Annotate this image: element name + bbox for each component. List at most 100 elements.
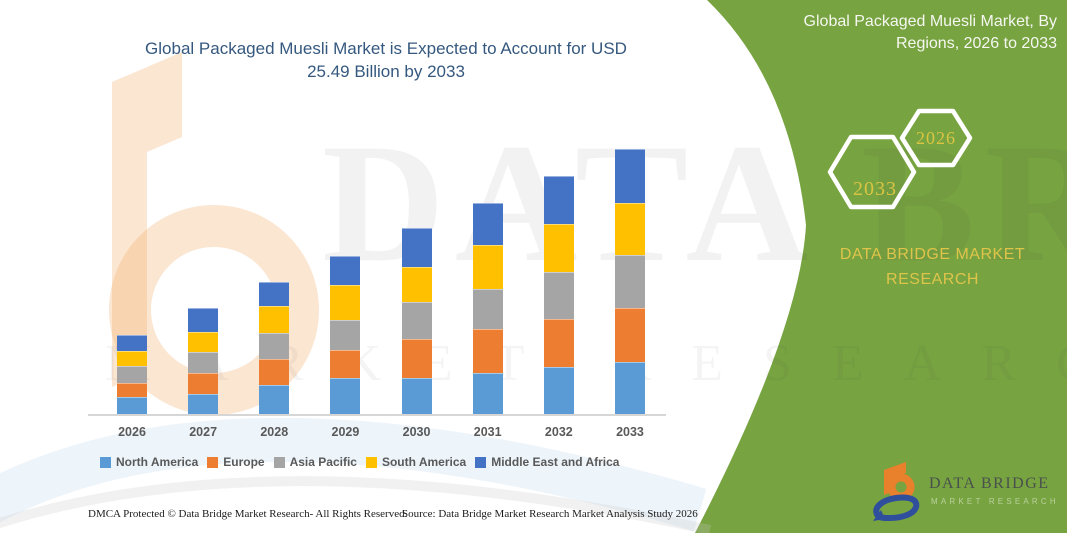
bar-segment-south-america-2026 <box>117 351 147 367</box>
bar-segment-north-america-2027 <box>188 394 219 415</box>
legend-item-europe: Europe <box>207 455 265 469</box>
bar-segment-middle-east-and-africa-2030 <box>401 228 432 267</box>
hexagon-2033-label: 2033 <box>853 178 897 200</box>
x-axis-label-2030: 2030 <box>402 425 431 439</box>
legend-swatch-south-america <box>365 456 377 468</box>
legend-swatch-north-america <box>100 456 111 468</box>
legend-item-north-america: North America <box>100 455 198 469</box>
bar-segment-north-america-2031 <box>472 372 503 415</box>
legend-item-middle-east-and-africa: Middle East and Africa <box>475 455 619 469</box>
legend-item-asia-pacific: Asia Pacific <box>273 455 357 469</box>
footer-source-text: Source: Data Bridge Market Research Mark… <box>402 508 698 520</box>
bar-segment-middle-east-and-africa-2033 <box>614 148 645 203</box>
brand-wordmark: DATA BRIDGE MARKET RESEARCH <box>810 243 1055 293</box>
footer-dmca-text: DMCA Protected © Data Bridge Market Rese… <box>88 508 408 520</box>
bar-segment-middle-east-and-africa-2026 <box>117 335 147 352</box>
bar-segment-asia-pacific-2029 <box>330 319 361 350</box>
legend-label-middle-east-and-africa: Middle East and Africa <box>491 455 620 469</box>
bar-segment-middle-east-and-africa-2029 <box>330 255 361 285</box>
x-axis-label-2032: 2032 <box>544 425 573 439</box>
bar-segment-europe-2031 <box>472 328 503 373</box>
bar-segment-asia-pacific-2030 <box>401 302 432 339</box>
brand-wordmark-line-1: DATA BRIDGE MARKET <box>839 246 1026 263</box>
chart-title: Global Packaged Muesli Market is Expecte… <box>103 37 669 84</box>
bar-segment-asia-pacific-2033 <box>614 255 645 308</box>
x-axis-label-2031: 2031 <box>473 425 502 439</box>
bar-segment-south-america-2031 <box>472 244 503 289</box>
x-axis-label-2026: 2026 <box>118 425 146 439</box>
bar-2029 <box>330 255 361 415</box>
year-hexagons <box>827 108 973 210</box>
legend-item-south-america: South America <box>365 455 467 469</box>
chart-title-line-2: 25.49 Billion by 2033 <box>307 62 465 82</box>
bar-2028 <box>259 282 290 415</box>
bar-segment-north-america-2033 <box>614 362 645 415</box>
x-axis-label-2028: 2028 <box>260 425 289 439</box>
logo-name-text: DATA BRIDGE <box>929 475 1050 492</box>
side-panel-title: Global Packaged Muesli Market, By Region… <box>727 11 1057 54</box>
data-bridge-logo-icon <box>873 462 920 522</box>
bar-2031 <box>472 202 503 415</box>
watermark-text-1: DATA BRIDGE <box>322 109 1067 297</box>
x-axis-label-2027: 2027 <box>189 425 218 439</box>
watermark-swoosh <box>0 417 712 533</box>
side-panel-title-line-1: Global Packaged Muesli Market, By <box>803 13 1057 30</box>
bar-segment-europe-2033 <box>614 308 645 362</box>
bar-segment-middle-east-and-africa-2032 <box>543 176 574 224</box>
data-bridge-logo: DATA BRIDGE MARKET RESEARCH <box>872 458 1062 526</box>
x-axis-label-2029: 2029 <box>331 425 360 439</box>
bar-segment-middle-east-and-africa-2031 <box>472 202 503 245</box>
side-panel-title-line-2: Regions, 2026 to 2033 <box>895 34 1057 52</box>
bar-2027 <box>188 308 219 415</box>
bar-segment-south-america-2029 <box>330 284 361 320</box>
legend-swatch-asia-pacific <box>273 456 285 468</box>
logo-subtitle-text: MARKET RESEARCH <box>931 497 1059 506</box>
bar-segment-europe-2028 <box>259 359 290 386</box>
bar-segment-europe-2026 <box>117 383 147 398</box>
bar-segment-north-america-2029 <box>330 378 361 415</box>
hexagon-2026-label: 2026 <box>916 128 956 148</box>
bar-segment-south-america-2032 <box>543 224 574 272</box>
bar-segment-south-america-2033 <box>614 203 645 255</box>
bar-segment-asia-pacific-2026 <box>117 366 147 384</box>
bar-segment-south-america-2027 <box>188 332 219 352</box>
bar-segment-asia-pacific-2027 <box>188 352 219 373</box>
bar-segment-north-america-2026 <box>117 397 147 415</box>
bar-2030 <box>401 228 432 415</box>
bar-2026 <box>117 335 147 415</box>
chart-title-line-1: Global Packaged Muesli Market is Expecte… <box>145 39 627 58</box>
chart-legend: North America Europe Asia Pacific South Ame… <box>100 455 619 469</box>
x-axis-label-2033: 2033 <box>616 425 644 439</box>
bar-segment-north-america-2032 <box>543 367 574 415</box>
bar-segment-middle-east-and-africa-2028 <box>259 282 290 307</box>
legend-label-europe: Europe <box>223 455 265 469</box>
bar-segment-north-america-2030 <box>401 378 432 415</box>
bar-segment-europe-2029 <box>330 350 361 378</box>
bar-segment-europe-2027 <box>188 373 219 394</box>
legend-label-south-america: South America <box>381 455 467 469</box>
bar-segment-south-america-2030 <box>401 267 432 302</box>
legend-swatch-middle-east-and-africa <box>475 456 487 468</box>
bar-segment-asia-pacific-2031 <box>472 288 503 329</box>
bar-segment-europe-2030 <box>401 339 432 378</box>
bar-2032 <box>543 176 574 415</box>
bar-segment-north-america-2028 <box>259 385 290 415</box>
bar-segment-asia-pacific-2028 <box>259 333 290 360</box>
bar-segment-europe-2032 <box>543 319 574 367</box>
hexagon-2033 <box>827 134 917 210</box>
bar-segment-south-america-2028 <box>259 306 290 334</box>
bar-2033 <box>614 148 645 415</box>
brand-wordmark-line-2: RESEARCH <box>886 270 979 288</box>
x-axis-line <box>88 414 666 416</box>
bar-segment-asia-pacific-2032 <box>543 272 574 319</box>
legend-label-asia-pacific: Asia Pacific <box>289 455 357 469</box>
legend-swatch-europe <box>207 456 219 468</box>
hexagon-2026 <box>899 108 973 168</box>
legend-label-north-america: North America <box>116 455 199 469</box>
bar-segment-middle-east-and-africa-2027 <box>188 308 219 332</box>
